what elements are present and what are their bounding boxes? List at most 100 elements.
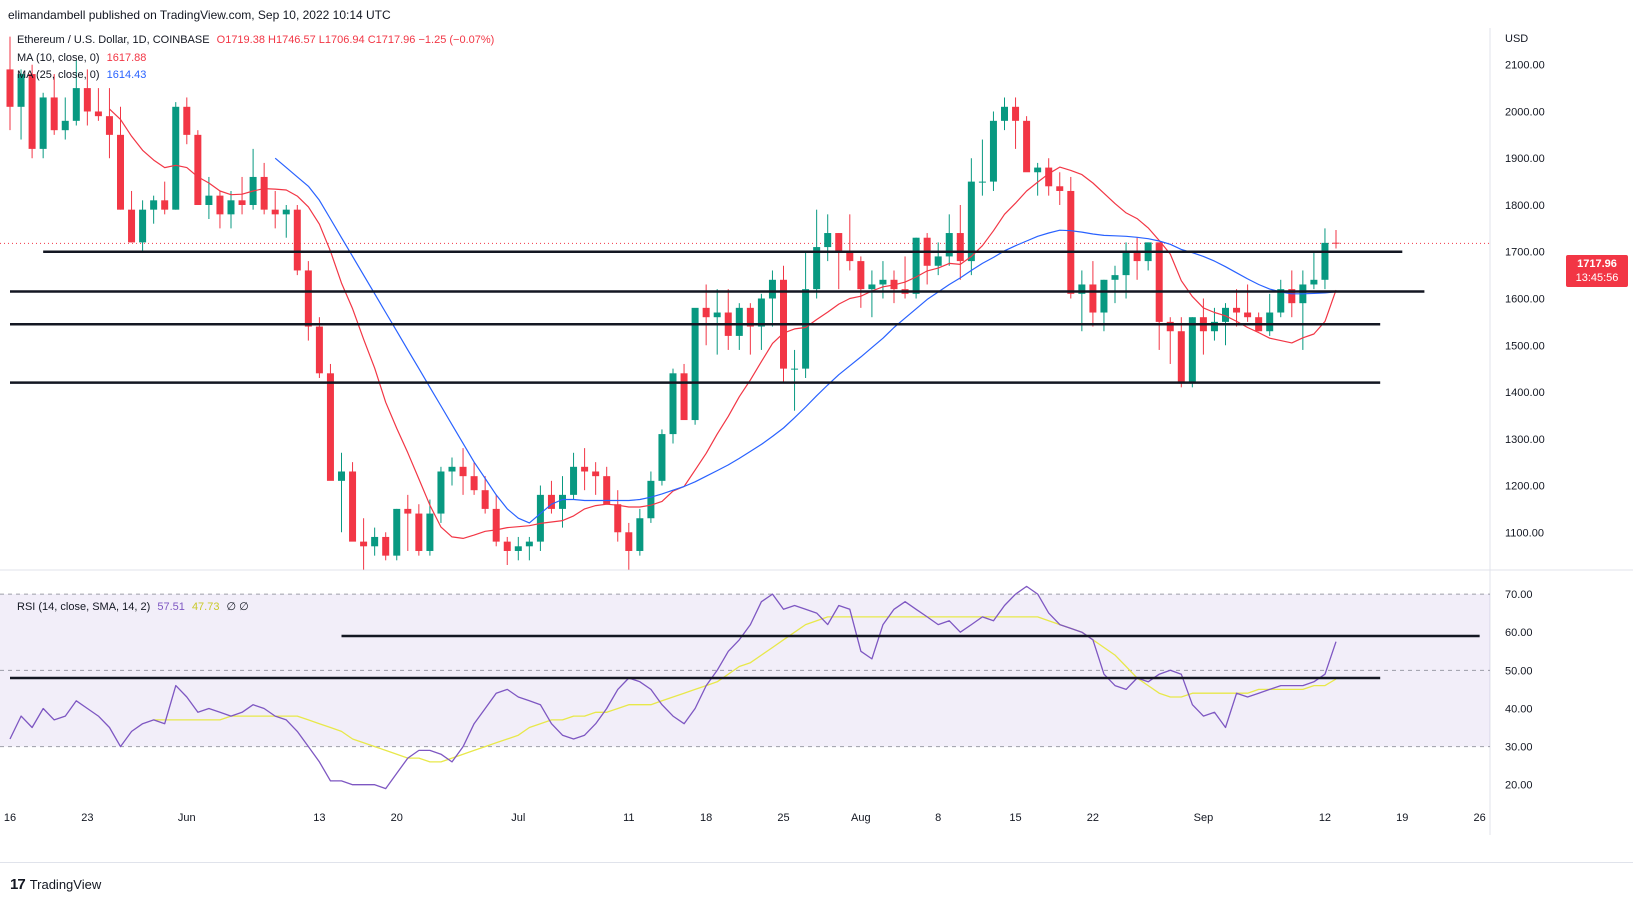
candle-body[interactable] — [360, 541, 368, 547]
candle-body[interactable] — [570, 466, 578, 495]
candle-body[interactable] — [813, 247, 821, 290]
candle-body[interactable] — [713, 312, 721, 318]
candle-body[interactable] — [105, 116, 113, 135]
candle-body[interactable] — [17, 74, 25, 107]
candle-body[interactable] — [1056, 186, 1064, 191]
candle-body[interactable] — [956, 233, 964, 262]
candle-body[interactable] — [1266, 312, 1274, 332]
candle-body[interactable] — [50, 97, 58, 131]
candle-body[interactable] — [150, 200, 158, 210]
candle-body[interactable] — [393, 508, 401, 556]
candle-body[interactable] — [1111, 275, 1119, 280]
candle-body[interactable] — [1288, 289, 1296, 304]
candle-body[interactable] — [1188, 317, 1196, 383]
candle-body[interactable] — [117, 134, 124, 210]
candle-body[interactable] — [382, 536, 390, 556]
candle-body[interactable] — [260, 176, 268, 210]
candle-body[interactable] — [139, 209, 147, 243]
tradingview-logo[interactable]: 17 TradingView — [10, 876, 101, 893]
candle-body[interactable] — [426, 513, 434, 551]
candle-body[interactable] — [791, 368, 799, 370]
candle-body[interactable] — [735, 307, 743, 336]
candle-body[interactable] — [1244, 312, 1252, 318]
candle-body[interactable] — [183, 106, 191, 135]
candle-body[interactable] — [1023, 120, 1031, 173]
candle-body[interactable] — [768, 279, 776, 299]
candle-body[interactable] — [83, 88, 91, 112]
candle-body[interactable] — [72, 88, 80, 121]
candle-body[interactable] — [1012, 106, 1020, 121]
candle-body[interactable] — [503, 541, 511, 551]
candle-body[interactable] — [404, 508, 412, 514]
candle-body[interactable] — [172, 106, 180, 210]
candle-body[interactable] — [1177, 331, 1185, 383]
candle-body[interactable] — [536, 494, 544, 542]
candle-body[interactable] — [1122, 251, 1130, 276]
candle-body[interactable] — [868, 284, 876, 290]
candle-body[interactable] — [525, 541, 533, 547]
legend-rsi-row[interactable]: RSI (14, close, SMA, 14, 2) 57.51 47.73 … — [17, 600, 249, 613]
candle-body[interactable] — [1067, 190, 1075, 294]
candle-body[interactable] — [846, 251, 854, 262]
candle-body[interactable] — [757, 298, 765, 327]
candle-body[interactable] — [128, 209, 136, 243]
candle-body[interactable] — [1233, 307, 1241, 313]
candle-body[interactable] — [194, 134, 202, 205]
candle-body[interactable] — [1078, 284, 1086, 294]
candle-body[interactable] — [625, 532, 633, 551]
chart-area[interactable]: 1100.00 1200.00 1300.00 1400.00 1500.00 1600.… — [0, 28, 1633, 862]
candle-body[interactable] — [658, 434, 666, 481]
legend-ma10-row[interactable]: MA (10, close, 0) 1617.88 — [17, 52, 146, 64]
candle-body[interactable] — [6, 69, 14, 107]
candle-body[interactable] — [702, 307, 710, 318]
candle-body[interactable] — [371, 536, 379, 547]
candle-body[interactable] — [1321, 242, 1329, 280]
candle-body[interactable] — [481, 490, 489, 509]
candle-body[interactable] — [1166, 321, 1174, 332]
candle-body[interactable] — [857, 261, 865, 290]
candle-body[interactable] — [61, 120, 69, 131]
candle-body[interactable] — [559, 494, 566, 509]
candle-body[interactable] — [293, 209, 301, 271]
candle-body[interactable] — [1001, 106, 1008, 121]
candle-body[interactable] — [989, 120, 997, 182]
candle-body[interactable] — [1100, 279, 1108, 313]
candle-body[interactable] — [470, 476, 478, 491]
legend-symbol-row[interactable]: Ethereum / U.S. Dollar, 1D, COINBASE O17… — [17, 34, 494, 46]
candle-body[interactable] — [746, 307, 754, 327]
candle-body[interactable] — [39, 97, 47, 149]
candle-body[interactable] — [161, 200, 169, 210]
candle-body[interactable] — [315, 326, 323, 374]
candle-body[interactable] — [581, 466, 589, 472]
candle-body[interactable] — [282, 209, 290, 215]
candle-body[interactable] — [459, 466, 467, 477]
candle-body[interactable] — [448, 466, 456, 472]
candle-body[interactable] — [1034, 167, 1042, 173]
candle-body[interactable] — [592, 471, 600, 477]
candle-body[interactable] — [835, 233, 843, 252]
candle-body[interactable] — [614, 504, 622, 533]
candle-body[interactable] — [437, 471, 445, 514]
candle-body[interactable] — [691, 307, 699, 421]
candle-body[interactable] — [802, 289, 810, 369]
candle-body[interactable] — [492, 508, 500, 542]
candle-body[interactable] — [1277, 289, 1285, 313]
candle-body[interactable] — [28, 74, 36, 149]
candle-body[interactable] — [547, 494, 555, 509]
candle-body[interactable] — [1089, 284, 1097, 313]
candle-body[interactable] — [680, 373, 688, 421]
candle-body[interactable] — [326, 373, 334, 481]
candle-body[interactable] — [304, 270, 312, 327]
candle-body[interactable] — [636, 518, 644, 551]
candle-body[interactable] — [647, 480, 655, 519]
candle-body[interactable] — [934, 256, 942, 266]
candle-body[interactable] — [1210, 321, 1218, 332]
candle-body[interactable] — [415, 513, 423, 551]
candle-body[interactable] — [1222, 307, 1229, 322]
candle-body[interactable] — [603, 476, 611, 505]
candle-body[interactable] — [1045, 167, 1053, 187]
candle-body[interactable] — [879, 279, 887, 285]
candle-body[interactable] — [514, 546, 522, 551]
legend-ma25-row[interactable]: MA (25, close, 0) 1614.43 — [17, 69, 146, 81]
candle-body[interactable] — [338, 471, 345, 481]
